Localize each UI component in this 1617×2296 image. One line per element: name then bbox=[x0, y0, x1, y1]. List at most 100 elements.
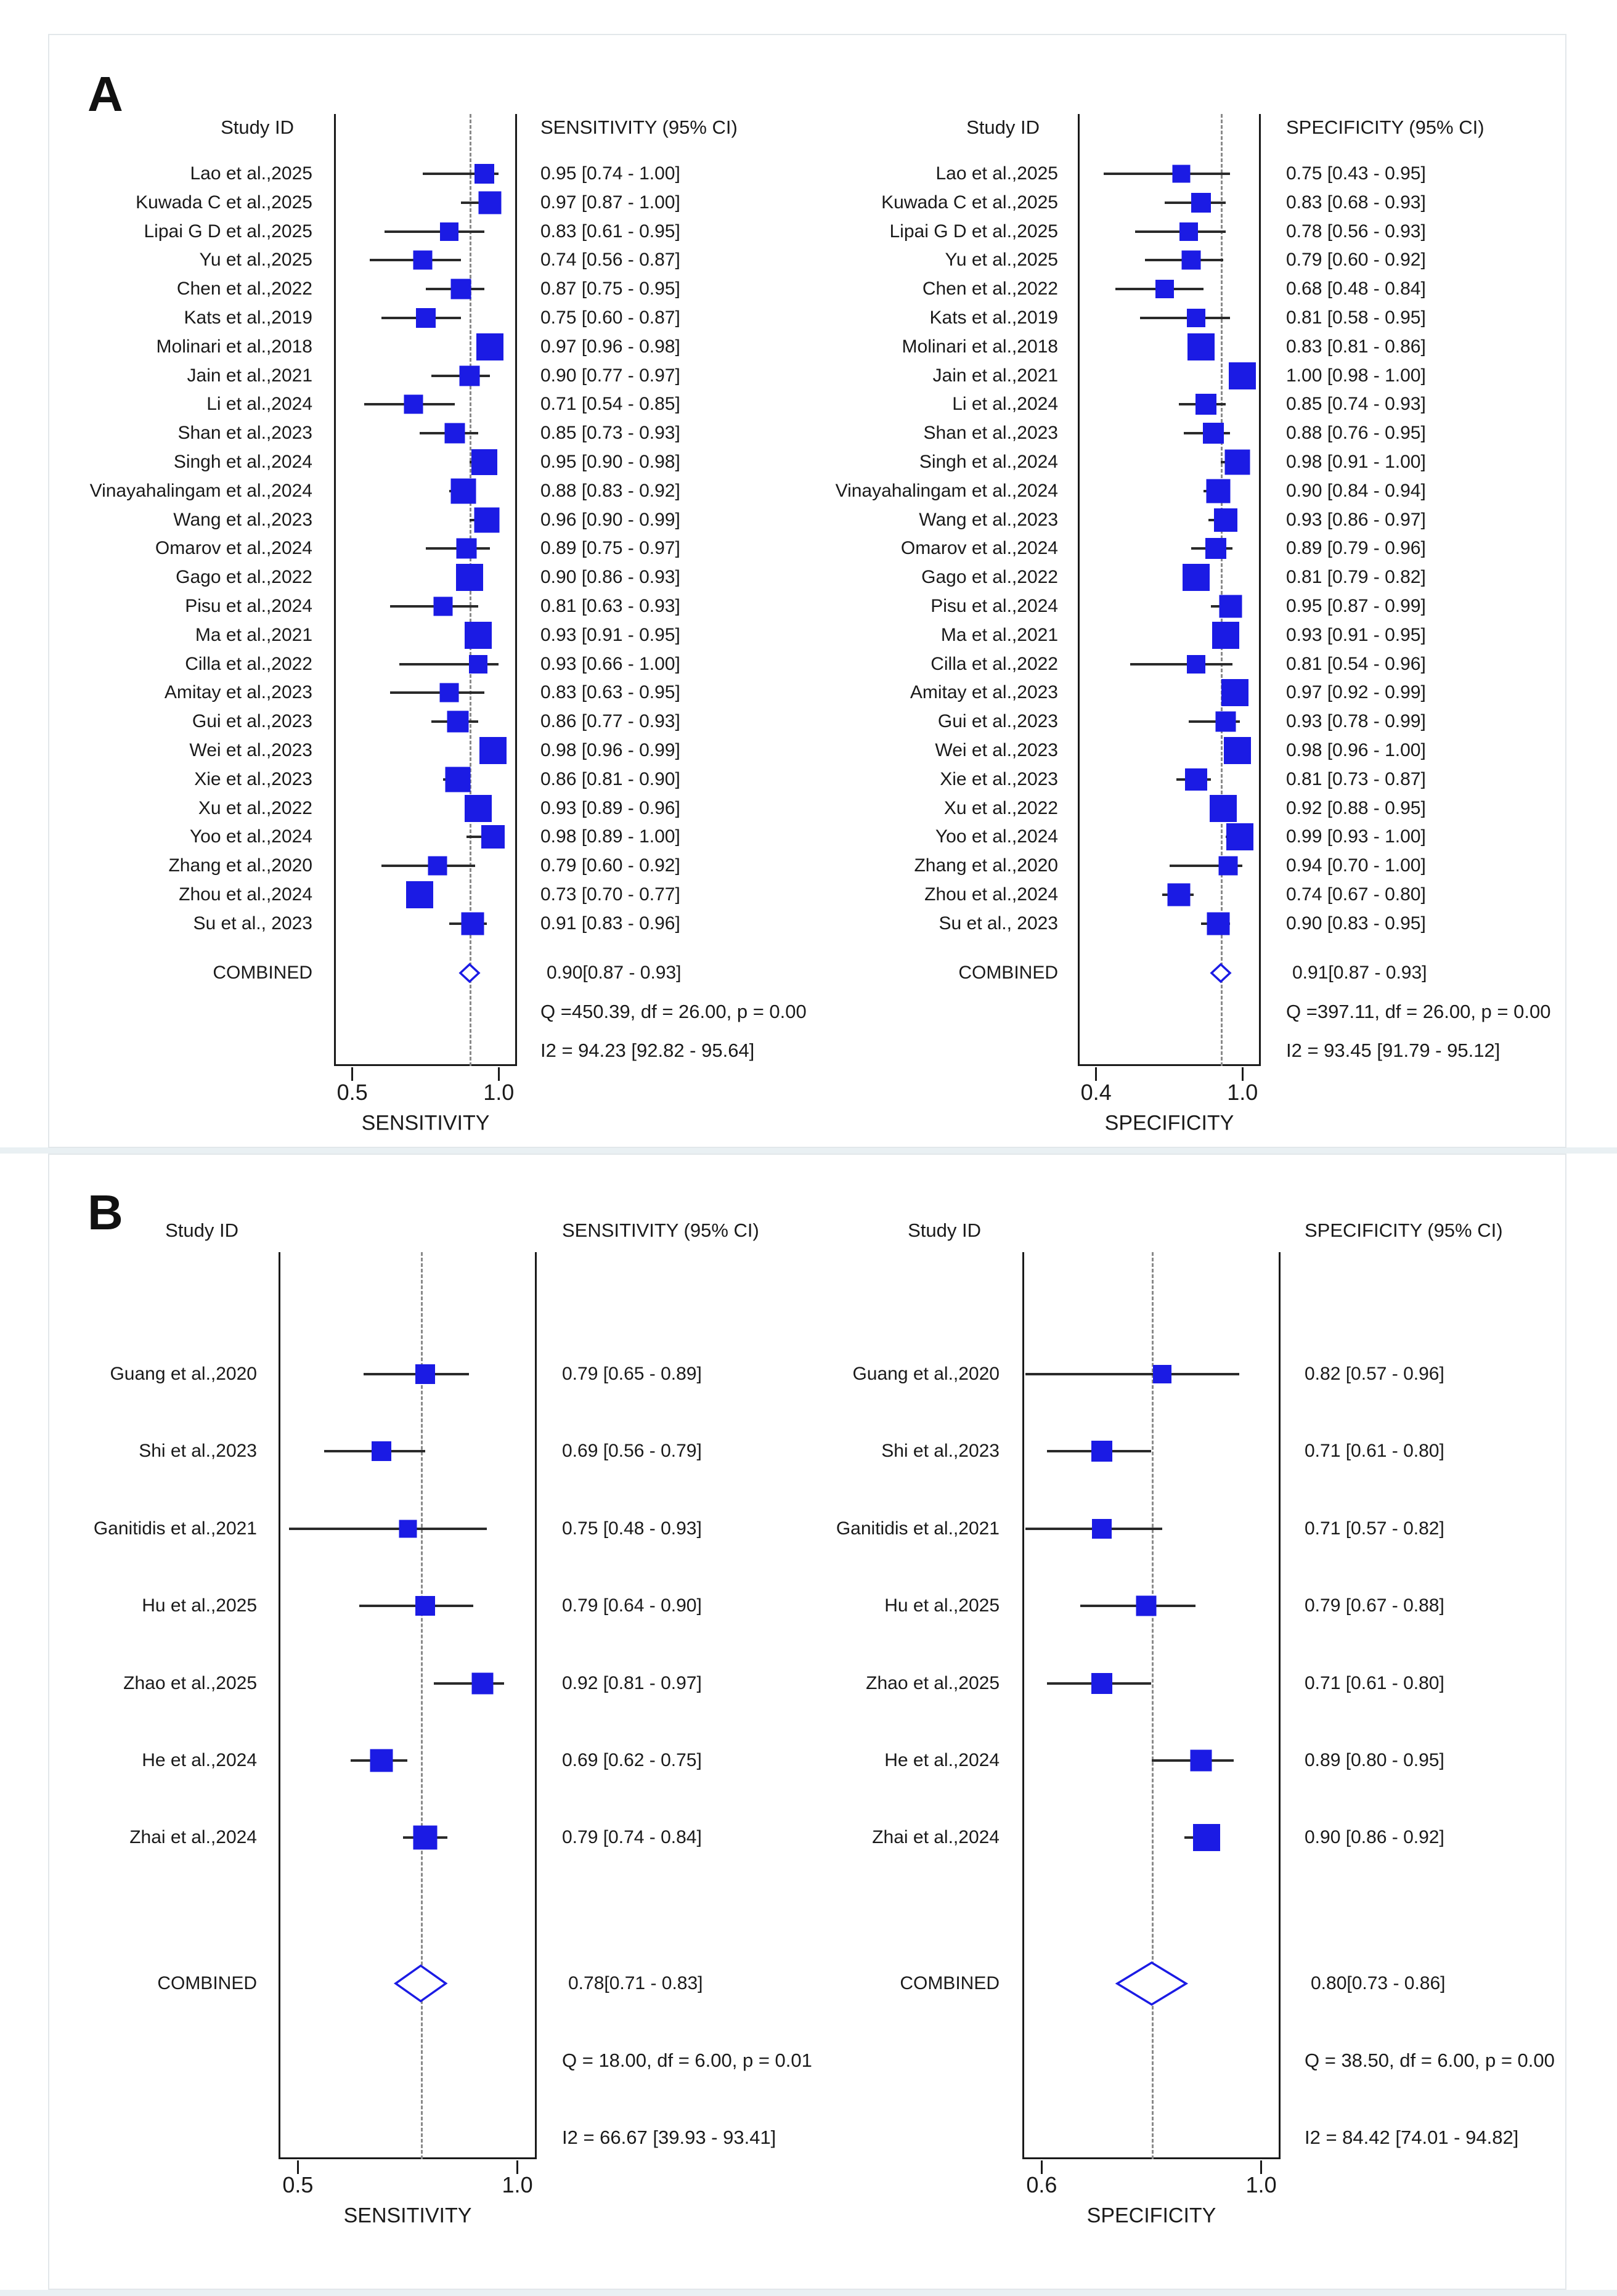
study-label: Jain et al.,2021 bbox=[932, 365, 1058, 386]
estimate-ci-label: 0.83 [0.61 - 0.95] bbox=[540, 221, 680, 242]
study-label: Lao et al.,2025 bbox=[190, 163, 312, 184]
i-squared-label: I2 = 94.23 [92.82 - 95.64] bbox=[540, 1040, 755, 1061]
study-label: Omarov et al.,2024 bbox=[155, 538, 312, 559]
study-label: Gui et al.,2023 bbox=[192, 711, 312, 732]
panel-separator-strip bbox=[0, 1147, 1617, 1154]
point-estimate-square bbox=[1172, 165, 1191, 183]
study-label: Omarov et al.,2024 bbox=[900, 538, 1058, 559]
study-label: Vinayahalingam et al.,2024 bbox=[89, 480, 312, 501]
study-label: He et al.,2024 bbox=[884, 1750, 1000, 1770]
combined-diamond-shape bbox=[394, 1964, 448, 2003]
study-label: Wei et al.,2023 bbox=[935, 740, 1058, 760]
estimate-ci-label: 0.81 [0.54 - 0.96] bbox=[1286, 653, 1426, 674]
study-label: Zhao et al.,2025 bbox=[866, 1672, 1000, 1693]
point-estimate-square bbox=[1187, 309, 1206, 327]
estimate-ci-label: 0.88 [0.76 - 0.95] bbox=[1286, 423, 1426, 444]
estimate-ci-label: 0.87 [0.75 - 0.95] bbox=[540, 279, 680, 299]
axis-tick bbox=[1260, 2160, 1263, 2174]
study-label: Molinari et al.,2018 bbox=[902, 336, 1058, 357]
study-label: Gago et al.,2022 bbox=[176, 567, 312, 588]
point-estimate-square bbox=[1205, 538, 1226, 560]
point-estimate-square bbox=[428, 856, 447, 876]
axis-tick-label: 0.4 bbox=[1080, 1080, 1112, 1105]
point-estimate-square bbox=[479, 737, 507, 764]
study-label: Pisu et al.,2024 bbox=[931, 596, 1058, 616]
point-estimate-square bbox=[1195, 394, 1216, 415]
estimate-ci-label: 0.90 [0.86 - 0.93] bbox=[540, 567, 680, 588]
estimate-ci-label: 0.69 [0.62 - 0.75] bbox=[562, 1750, 702, 1770]
value-column-header: SPECIFICITY (95% CI) bbox=[1305, 1219, 1503, 1241]
study-label: Hu et al.,2025 bbox=[884, 1595, 1000, 1616]
axis-title: SENSITIVITY bbox=[361, 1111, 490, 1135]
study-label: Lipai G D et al.,2025 bbox=[144, 221, 312, 242]
combined-diamond bbox=[1115, 1961, 1188, 2006]
axis-tick-label: 0.5 bbox=[282, 2172, 314, 2197]
study-label: Hu et al.,2025 bbox=[142, 1595, 257, 1616]
panel-b: B Study ID SENSITIVITY (95% CI) Guang et al… bbox=[48, 1154, 1566, 2290]
heterogeneity-q-label: Q = 38.50, df = 6.00, p = 0.00 bbox=[1305, 2050, 1555, 2071]
study-label: Zhang et al.,2020 bbox=[914, 855, 1058, 876]
estimate-ci-label: 0.93 [0.91 - 0.95] bbox=[540, 624, 680, 645]
point-estimate-square bbox=[1091, 1672, 1113, 1694]
point-estimate-square bbox=[1191, 192, 1211, 213]
study-label: Kats et al.,2019 bbox=[929, 307, 1058, 328]
i-squared-label: I2 = 84.42 [74.01 - 94.82] bbox=[1305, 2127, 1519, 2148]
estimate-ci-label: 0.82 [0.57 - 0.96] bbox=[1305, 1364, 1444, 1384]
axis-title: SPECIFICITY bbox=[1086, 2204, 1216, 2228]
axis-tick-label: 0.5 bbox=[336, 1080, 368, 1105]
estimate-ci-label: 0.85 [0.74 - 0.93] bbox=[1286, 394, 1426, 415]
point-estimate-square bbox=[433, 596, 453, 616]
study-label: Chen et al.,2022 bbox=[922, 279, 1058, 299]
point-estimate-square bbox=[471, 449, 497, 475]
study-label: Yoo et al.,2024 bbox=[189, 826, 312, 847]
study-label: Guang et al.,2020 bbox=[852, 1364, 1000, 1384]
combined-estimate-label: 0.91[0.87 - 0.93] bbox=[1292, 963, 1427, 983]
point-estimate-square bbox=[1226, 823, 1254, 851]
axis-tick-label: 0.6 bbox=[1026, 2172, 1057, 2197]
dashed-ref-line bbox=[1220, 114, 1223, 1066]
point-estimate-square bbox=[415, 1364, 435, 1384]
study-label: Shi et al.,2023 bbox=[139, 1441, 257, 1462]
point-estimate-square bbox=[474, 164, 494, 184]
study-label: Molinari et al.,2018 bbox=[156, 336, 312, 357]
dashed-ref-line bbox=[420, 1252, 423, 2159]
estimate-ci-label: 0.78 [0.56 - 0.93] bbox=[1286, 221, 1426, 242]
estimate-ci-label: 0.79 [0.60 - 0.92] bbox=[1286, 250, 1426, 271]
point-estimate-square bbox=[415, 308, 436, 328]
estimate-ci-label: 0.88 [0.83 - 0.92] bbox=[540, 480, 680, 501]
study-label: Cilla et al.,2022 bbox=[185, 653, 312, 674]
point-estimate-square bbox=[1187, 333, 1215, 360]
point-estimate-square bbox=[445, 767, 471, 792]
study-label: Cilla et al.,2022 bbox=[931, 653, 1058, 674]
study-label: Wang et al.,2023 bbox=[173, 509, 312, 530]
study-id-header: Study ID bbox=[165, 1219, 238, 1241]
combined-label: COMBINED bbox=[900, 1973, 1000, 1993]
point-estimate-square bbox=[1091, 1441, 1113, 1462]
estimate-ci-label: 0.93 [0.89 - 0.96] bbox=[540, 797, 680, 818]
estimate-ci-label: 0.94 [0.70 - 1.00] bbox=[1286, 855, 1426, 876]
study-id-header: Study ID bbox=[966, 116, 1040, 138]
axis-tick bbox=[1040, 2160, 1043, 2174]
combined-diamond-shape bbox=[1115, 1961, 1188, 2006]
ci-line bbox=[390, 691, 484, 694]
study-label: Amitay et al.,2023 bbox=[910, 682, 1058, 703]
estimate-ci-label: 0.75 [0.48 - 0.93] bbox=[562, 1518, 702, 1539]
point-estimate-square bbox=[439, 683, 459, 702]
combined-label: COMBINED bbox=[213, 963, 312, 983]
study-label: Xu et al.,2022 bbox=[198, 797, 312, 818]
point-estimate-square bbox=[405, 881, 433, 908]
estimate-ci-label: 0.90 [0.77 - 0.97] bbox=[540, 365, 680, 386]
combined-diamond-shape bbox=[458, 963, 481, 983]
point-estimate-square bbox=[450, 478, 476, 504]
study-label: Singh et al.,2024 bbox=[919, 452, 1058, 472]
axis-tick-label: 1.0 bbox=[502, 2172, 533, 2197]
point-estimate-square bbox=[1224, 449, 1250, 475]
ci-line bbox=[1169, 865, 1243, 868]
estimate-ci-label: 0.79 [0.60 - 0.92] bbox=[540, 855, 680, 876]
study-label: Zhou et al.,2024 bbox=[924, 884, 1058, 905]
point-estimate-square bbox=[1155, 280, 1174, 299]
study-label: Shan et al.,2023 bbox=[177, 423, 312, 444]
point-estimate-square bbox=[1212, 621, 1239, 649]
estimate-ci-label: 0.81 [0.63 - 0.93] bbox=[540, 596, 680, 616]
ci-line bbox=[434, 1682, 505, 1685]
